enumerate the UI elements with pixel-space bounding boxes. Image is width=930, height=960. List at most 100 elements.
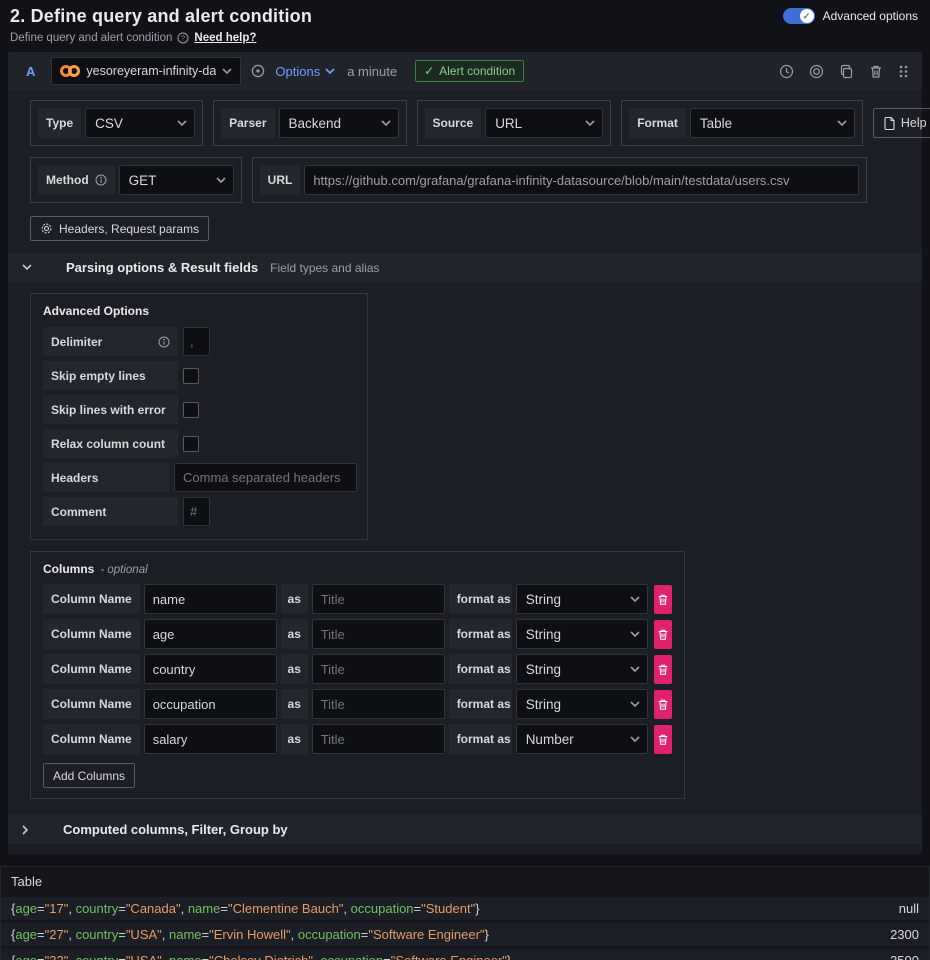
column-title-input[interactable]	[311, 619, 445, 649]
punctuation: =	[118, 953, 126, 960]
disable-query-icon[interactable]	[809, 64, 824, 79]
as-label: as	[280, 584, 308, 614]
column-name-input[interactable]	[143, 584, 277, 614]
column-format-value: String	[525, 626, 561, 642]
datasource-picker[interactable]: yesoreyeram-infinity-da	[51, 57, 242, 85]
chevron-down-icon	[837, 120, 847, 127]
column-format-select[interactable]: String	[515, 654, 649, 684]
trash-icon	[657, 698, 669, 711]
delete-column-button[interactable]	[654, 619, 672, 649]
punctuation: {	[11, 901, 16, 916]
parser-select[interactable]: Backend	[278, 108, 399, 138]
add-columns-button[interactable]: Add Columns	[43, 763, 136, 788]
punctuation: ,	[68, 901, 76, 916]
label-key: name	[169, 953, 202, 960]
help-button[interactable]: Help	[872, 108, 930, 138]
advanced-options-toggle[interactable]: ✓	[782, 8, 815, 24]
url-label: URL	[259, 165, 301, 195]
drag-handle-icon[interactable]	[898, 64, 908, 79]
skip-lines-with-error-checkbox[interactable]	[183, 401, 199, 418]
alert-condition-badge[interactable]: ✓ Alert condition	[415, 60, 525, 82]
info-circle-icon	[95, 174, 107, 186]
table-row: {age="32", country="USA", name="Chelsey …	[1, 949, 929, 960]
need-help-link[interactable]: Need help?	[194, 32, 257, 44]
page-header: 2. Define query and alert condition Defi…	[0, 0, 930, 48]
column-name-label: Column Name	[43, 654, 140, 684]
column-format-select[interactable]: String	[515, 584, 649, 614]
delimiter-input[interactable]	[183, 327, 210, 356]
delete-column-button[interactable]	[654, 689, 672, 719]
punctuation: ,	[68, 953, 75, 960]
headers-request-params-button[interactable]: Headers, Request params	[30, 216, 210, 241]
query-editor-card: A yesoreyeram-infinity-da Options a minu…	[8, 52, 930, 854]
computed-columns-section-header[interactable]: Computed columns, Filter, Group by	[8, 815, 922, 844]
table-row-labels: {age="27", country="USA", name="Ervin Ho…	[11, 927, 489, 942]
column-name-input[interactable]	[143, 724, 277, 754]
query-options-button[interactable]: Options	[275, 64, 335, 79]
clock-icon[interactable]	[779, 64, 794, 79]
punctuation: ,	[313, 953, 320, 960]
column-name-input[interactable]	[143, 654, 277, 684]
type-select[interactable]: CSV	[85, 108, 196, 138]
method-select[interactable]: GET	[118, 165, 234, 195]
format-as-label: format as	[448, 584, 512, 614]
label-key: age	[15, 927, 38, 942]
punctuation: =	[383, 953, 391, 960]
trash-icon[interactable]	[869, 64, 883, 79]
format-as-label: format as	[448, 619, 512, 649]
advanced-option-label: Skip lines with error	[43, 395, 178, 424]
table-row-value: 2300	[890, 927, 919, 942]
type-value: CSV	[95, 115, 123, 131]
label-value: "USA"	[125, 927, 162, 942]
advanced-option-label: Relax column count	[43, 429, 178, 458]
punctuation: ,	[162, 953, 169, 960]
headers-input[interactable]	[174, 463, 357, 492]
chevron-down-icon	[380, 120, 391, 127]
label-value: "Student"	[421, 901, 476, 916]
format-value: Table	[699, 115, 733, 131]
chevron-down-icon	[177, 120, 187, 127]
query-ref-id: A	[26, 63, 36, 79]
label-value: "Chelsey Dietrich"	[209, 953, 313, 960]
column-format-select[interactable]: Number	[515, 724, 649, 754]
advanced-option-label-text: Relax column count	[51, 436, 166, 451]
url-field-group: URL	[251, 157, 868, 203]
label-value: "27"	[44, 927, 69, 942]
label-key: occupation	[320, 953, 383, 960]
punctuation: {	[11, 953, 15, 960]
source-select[interactable]: URL	[485, 108, 604, 138]
column-name-label: Column Name	[43, 689, 140, 719]
column-format-select[interactable]: String	[515, 689, 649, 719]
label-value: "Software Engineer"	[391, 953, 507, 960]
chevron-right-icon	[22, 824, 29, 835]
punctuation: =	[201, 927, 210, 942]
parsing-options-section-header[interactable]: Parsing options & Result fields Field ty…	[8, 253, 922, 282]
column-title-input[interactable]	[311, 584, 445, 614]
chevron-down-icon	[216, 177, 226, 184]
column-name-input[interactable]	[143, 689, 277, 719]
punctuation: ,	[161, 927, 170, 942]
column-title-input[interactable]	[311, 654, 445, 684]
relax-column-count-checkbox[interactable]	[183, 435, 199, 452]
copy-icon[interactable]	[839, 64, 854, 79]
column-title-input[interactable]	[311, 689, 445, 719]
format-select[interactable]: Table	[689, 108, 855, 138]
table-preview-panel: Table {age="17", country="Canada", name=…	[0, 866, 930, 960]
toggle-check-icon: ✓	[799, 9, 814, 23]
skip-empty-lines-checkbox[interactable]	[183, 367, 199, 384]
delete-column-button[interactable]	[654, 724, 672, 754]
column-name-label: Column Name	[43, 724, 140, 754]
trash-icon	[657, 733, 669, 746]
punctuation: =	[37, 953, 45, 960]
advanced-option-row: Skip empty lines	[43, 361, 357, 390]
info-circle-icon	[251, 64, 265, 78]
column-format-select[interactable]: String	[515, 619, 649, 649]
delete-column-button[interactable]	[654, 584, 672, 614]
url-input[interactable]	[304, 165, 860, 195]
delete-column-button[interactable]	[654, 654, 672, 684]
column-title-input[interactable]	[311, 724, 445, 754]
comment-input[interactable]	[183, 497, 210, 526]
column-name-input[interactable]	[143, 619, 277, 649]
punctuation: ,	[290, 927, 298, 942]
method-label-text: Method	[46, 173, 89, 187]
